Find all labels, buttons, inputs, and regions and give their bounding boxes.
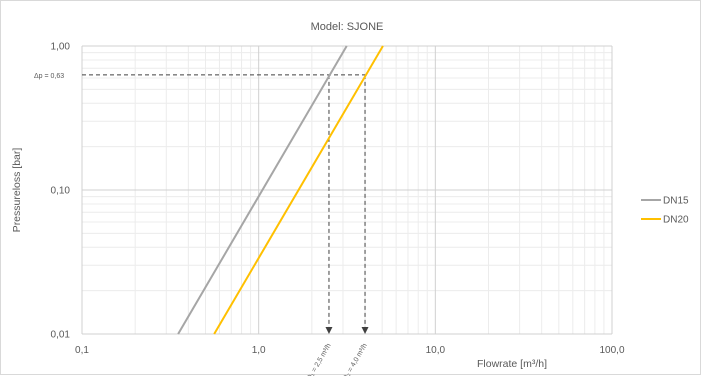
x-tick-label: 10,0 <box>426 345 446 356</box>
q2-annotation-label: Q₂ = 4,0 m³/h <box>342 342 369 376</box>
series-line-dn15 <box>177 45 348 335</box>
x-axis-label: Flowrate [m³/h] <box>477 358 547 370</box>
y-axis-label: Pressureloss [bar] <box>11 148 23 233</box>
legend-label-dn15: DN15 <box>663 196 689 207</box>
legend-label-dn20: DN20 <box>663 215 689 226</box>
series-line-dn20 <box>213 45 384 335</box>
chart-title: Model: SJONE <box>311 21 384 33</box>
x-tick-label: 1,0 <box>252 345 266 356</box>
q2-arrowhead <box>361 327 369 334</box>
y-tick-label: 0,01 <box>51 330 71 341</box>
q1-arrowhead <box>325 327 333 334</box>
dp-annotation-label: Δp = 0,63 <box>34 73 64 80</box>
x-tick-label: 100,0 <box>599 345 624 356</box>
x-tick-label: 0,1 <box>75 345 89 356</box>
y-tick-label: 0,10 <box>51 186 71 197</box>
q1-annotation-label: Q₁ = 2,5 m³/h <box>306 342 333 376</box>
y-tick-label: 1,00 <box>51 42 71 53</box>
